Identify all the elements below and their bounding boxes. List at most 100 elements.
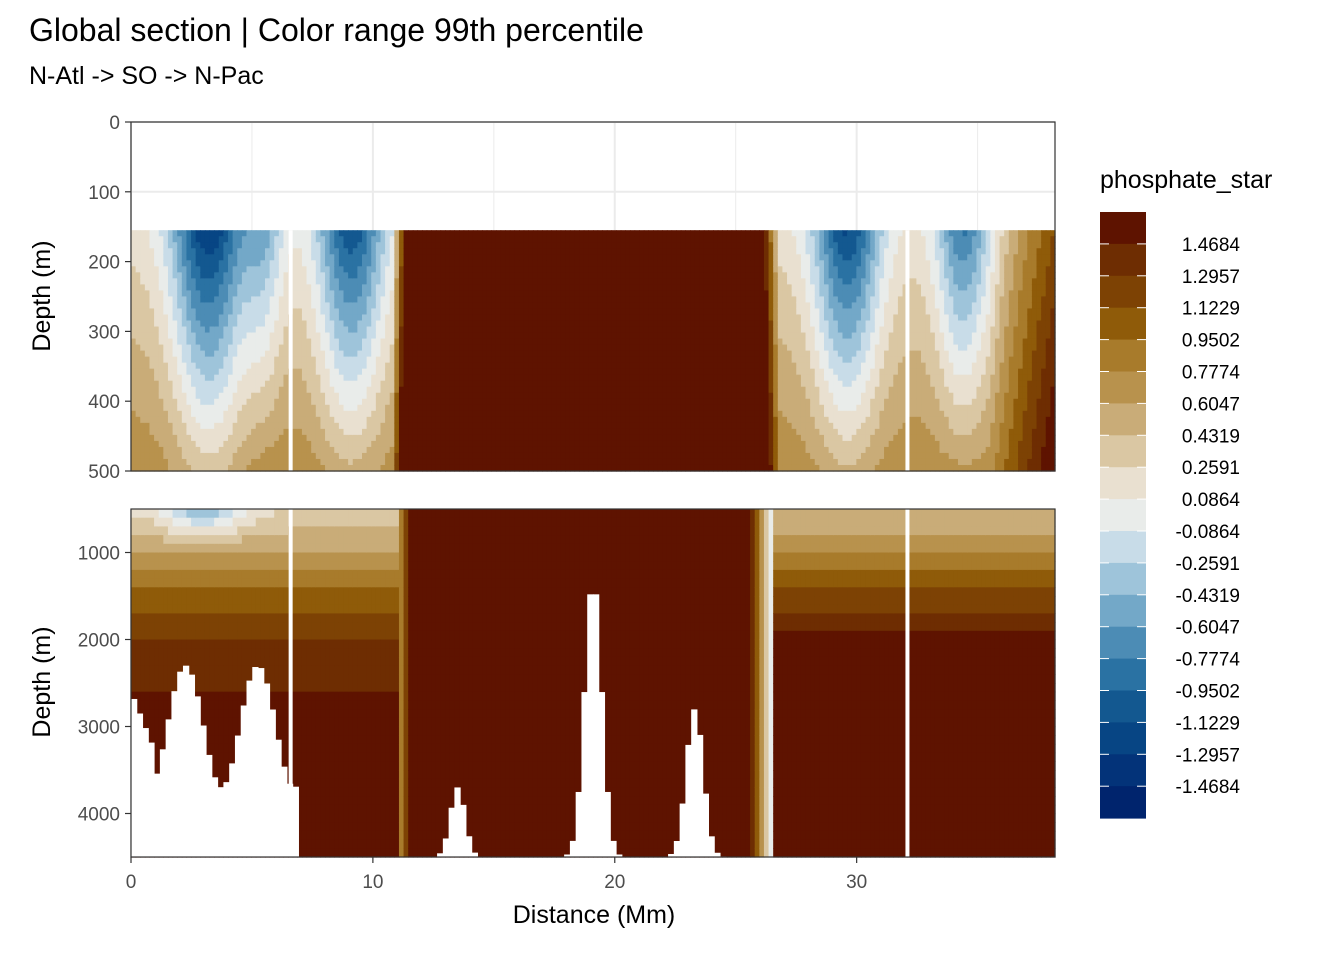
field-cell [528, 345, 533, 352]
field-cell [662, 381, 667, 388]
field-cell [473, 447, 478, 454]
field-cell [182, 447, 187, 454]
field-cell [168, 236, 173, 243]
field-cell [598, 429, 603, 436]
field-cell [565, 369, 570, 376]
field-cell [136, 260, 141, 267]
field-cell [186, 387, 191, 394]
field-cell [690, 236, 695, 243]
field-cell [598, 351, 603, 358]
field-cell [270, 423, 275, 430]
field-cell [362, 405, 367, 412]
field-cell [390, 248, 395, 255]
field-cell [293, 393, 298, 400]
field-cell [297, 417, 302, 424]
field-cell [519, 333, 524, 340]
field-cell [219, 435, 224, 442]
field-cell [478, 260, 483, 267]
field-cell [163, 248, 168, 255]
field-cell [159, 333, 164, 340]
field-cell [196, 375, 201, 382]
field-cell [538, 248, 543, 255]
field-cell [621, 447, 626, 454]
field-cell [357, 441, 362, 448]
field-cell [302, 357, 307, 364]
field-cell [598, 459, 603, 466]
field-cell [247, 302, 252, 309]
field-cell [270, 429, 275, 436]
field-cell [441, 272, 446, 279]
field-cell [695, 447, 700, 454]
field-cell [584, 260, 589, 267]
field-cell [602, 429, 607, 436]
field-cell [547, 387, 552, 394]
field-cell [639, 357, 644, 364]
field-cell [524, 429, 529, 436]
field-cell [145, 411, 150, 418]
field-cell [408, 345, 413, 352]
field-cell [408, 459, 413, 466]
field-cell [376, 248, 381, 255]
field-cell [672, 320, 677, 327]
field-cell [635, 435, 640, 442]
field-cell [588, 405, 593, 412]
field-cell [464, 320, 469, 327]
field-cell [681, 308, 686, 315]
field-cell [542, 314, 547, 321]
field-cell [681, 320, 686, 327]
field-cell [431, 302, 436, 309]
field-cell [182, 260, 187, 267]
field-cell [459, 369, 464, 376]
field-cell [478, 357, 483, 364]
field-cell [445, 357, 450, 364]
field-cell [542, 429, 547, 436]
field-cell [459, 320, 464, 327]
field-cell [524, 357, 529, 364]
field-cell [154, 453, 159, 460]
field-cell [339, 308, 344, 315]
field-cell [473, 327, 478, 334]
field-cell [478, 314, 483, 321]
field-cell [394, 351, 399, 358]
field-cell [588, 260, 593, 267]
field-cell [639, 375, 644, 382]
field-cell [353, 441, 358, 448]
field-cell [325, 302, 330, 309]
field-cell [362, 296, 367, 303]
field-cell [630, 405, 635, 412]
field-cell [260, 453, 265, 460]
field-cell [136, 302, 141, 309]
field-cell [367, 375, 372, 382]
field-cell [367, 260, 372, 267]
field-cell [593, 399, 598, 406]
field-cell [270, 242, 275, 249]
field-cell [228, 314, 233, 321]
field-cell [630, 236, 635, 243]
field-cell [422, 453, 427, 460]
field-cell [685, 320, 690, 327]
field-cell [514, 248, 519, 255]
field-cell [367, 393, 372, 400]
field-cell [681, 357, 686, 364]
field-cell [173, 429, 178, 436]
field-cell [330, 417, 335, 424]
field-cell [385, 417, 390, 424]
field-cell [625, 447, 630, 454]
field-cell [186, 320, 191, 327]
field-cell [436, 417, 441, 424]
field-cell [667, 327, 672, 334]
field-cell [565, 308, 570, 315]
field-cell [593, 417, 598, 424]
field-cell [417, 435, 422, 442]
field-cell [556, 260, 561, 267]
field-cell [621, 260, 626, 267]
field-cell [436, 453, 441, 460]
field-cell [625, 290, 630, 297]
field-cell [311, 357, 316, 364]
field-cell [496, 417, 501, 424]
field-cell [538, 272, 543, 279]
field-cell [311, 272, 316, 279]
field-cell [621, 387, 626, 394]
field-cell [658, 447, 663, 454]
field-cell [330, 254, 335, 261]
